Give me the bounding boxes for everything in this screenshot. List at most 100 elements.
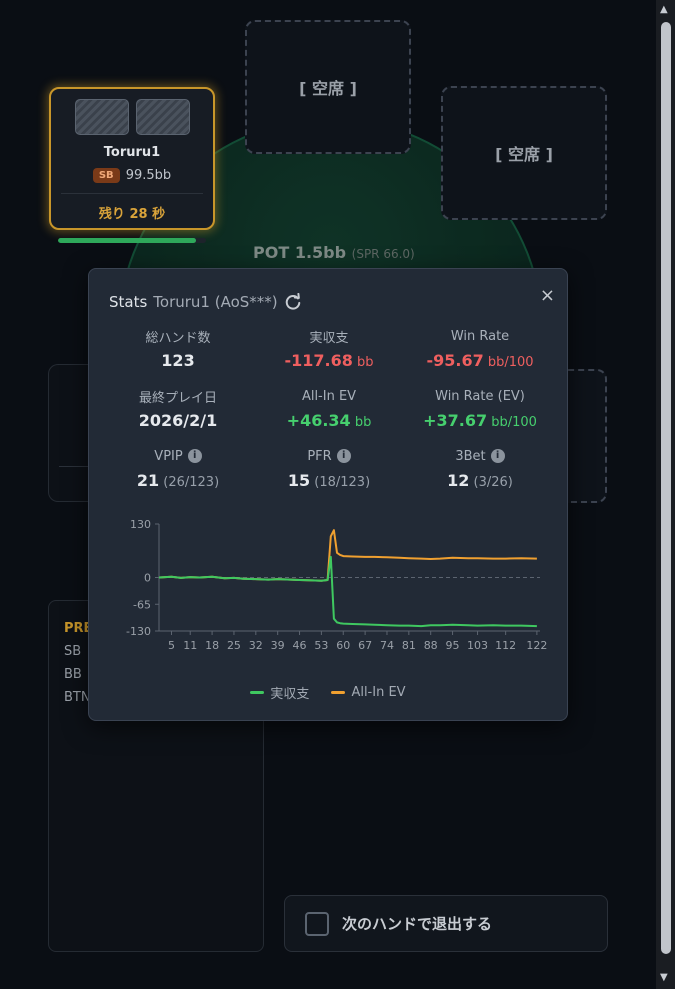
x-tick-label: 88: [424, 639, 438, 652]
stat-unit: bb: [350, 415, 372, 430]
x-tick-label: 11: [183, 639, 197, 652]
x-tick-label: 60: [336, 639, 350, 652]
scroll-down-icon[interactable]: ▼: [660, 972, 668, 983]
stat-label: 最終プレイ日: [103, 387, 253, 406]
stat-sub: (18/123): [310, 475, 371, 490]
position-badge: SB: [92, 168, 120, 183]
log-line: SB: [64, 644, 82, 659]
stat-cell: VPIP i 21 (26/123): [103, 447, 253, 491]
stat-value: 2026/2/1: [103, 411, 253, 430]
timer-bar: [58, 238, 206, 243]
legend-item[interactable]: 実収支: [250, 683, 309, 702]
stat-sub: (26/123): [159, 475, 220, 490]
player-name: Toruru1: [103, 145, 161, 160]
divider: [61, 193, 203, 194]
pot-amount: POT 1.5bb: [253, 243, 347, 262]
x-tick-label: 67: [358, 639, 372, 652]
x-tick-label: 18: [205, 639, 219, 652]
stat-cell: All-In EV +46.34 bb: [254, 387, 404, 431]
stat-value: 15 (18/123): [254, 471, 404, 490]
x-tick-label: 81: [402, 639, 416, 652]
x-tick-label: 95: [446, 639, 460, 652]
pot-display: POT 1.5bb (SPR 66.0): [253, 243, 415, 262]
stats-heading: Stats: [109, 293, 148, 311]
stat-number: 123: [161, 351, 195, 370]
x-tick-label: 112: [495, 639, 516, 652]
divider: [59, 466, 107, 467]
stat-cell: PFR i 15 (18/123): [254, 447, 404, 491]
stats-chart: 130 0 -65 -130 5 11 18 25 32 39 46 53 60 67 74 81 88 95 10…: [126, 518, 547, 652]
stat-label: VPIP i: [103, 447, 253, 465]
chart-legend: 実収支 All-In EV: [89, 683, 567, 702]
empty-seat-label: [ 空席 ]: [299, 79, 357, 98]
log-line: BB: [64, 667, 82, 682]
stat-label-text: 実収支: [309, 330, 349, 346]
x-tick-label: 5: [168, 639, 175, 652]
stat-value: -117.68 bb: [254, 351, 404, 370]
stat-number: 21: [136, 471, 160, 490]
timer-fill: [58, 238, 196, 243]
log-title: PRE: [64, 621, 93, 636]
stat-sub: (3/26): [469, 475, 513, 490]
x-tick-label: 39: [271, 639, 285, 652]
stat-number: 2026/2/1: [138, 411, 218, 430]
empty-seat[interactable]: [ 空席 ]: [441, 86, 607, 220]
leave-next-hand-option[interactable]: 次のハンドで退出する: [284, 895, 608, 952]
x-tick-label: 53: [314, 639, 328, 652]
stats-title: Stats Toruru1 (AoS***): [109, 293, 302, 311]
info-icon[interactable]: i: [336, 449, 351, 463]
stat-cell: 総ハンド数 123: [103, 327, 253, 371]
x-tick-label: 46: [293, 639, 307, 652]
stat-label-text: VPIP: [154, 448, 183, 464]
log-line: BTN: [64, 690, 91, 705]
stat-cell: 実収支 -117.68 bb: [254, 327, 404, 371]
series-line-allin-ev: [158, 529, 537, 582]
scroll-up-icon[interactable]: ▲: [660, 4, 668, 15]
x-tick-label: 122: [526, 639, 547, 652]
player-seat[interactable]: Toruru1 SB 99.5bb 残り 28 秒: [49, 87, 215, 230]
legend-item[interactable]: All-In EV: [331, 683, 406, 702]
stat-label: Win Rate (EV): [405, 387, 555, 405]
player-stack: 99.5bb: [125, 168, 172, 183]
stat-value: 123: [103, 351, 253, 370]
stat-number: +46.34: [286, 411, 351, 430]
stat-cell: Win Rate -95.67 bb/100: [405, 327, 555, 371]
stat-label-text: Win Rate: [450, 328, 510, 344]
hole-cards: [75, 99, 190, 135]
info-icon[interactable]: i: [490, 449, 505, 463]
close-button[interactable]: ×: [539, 285, 555, 306]
refresh-icon[interactable]: [284, 293, 302, 311]
card-back: [75, 99, 129, 135]
stat-label: 総ハンド数: [103, 327, 253, 346]
info-icon[interactable]: i: [187, 449, 202, 463]
leave-label: 次のハンドで退出する: [342, 915, 493, 933]
stat-value: 12 (3/26): [405, 471, 555, 490]
stat-number: -117.68: [284, 351, 353, 370]
stat-value: +46.34 bb: [254, 411, 404, 430]
scroll-thumb[interactable]: [661, 22, 671, 954]
stat-label-text: All-In EV: [301, 388, 357, 404]
x-tick-label: 25: [227, 639, 241, 652]
leave-checkbox[interactable]: [305, 911, 329, 936]
stat-value: 21 (26/123): [103, 471, 253, 490]
stats-player: Toruru1 (AoS***): [153, 293, 278, 311]
stat-unit: bb/100: [487, 415, 537, 430]
stat-label: Win Rate: [405, 327, 555, 345]
empty-seat[interactable]: [ 空席 ]: [245, 20, 411, 154]
stat-cell: 3Bet i 12 (3/26): [405, 447, 555, 491]
y-tick-label: 0: [144, 572, 151, 585]
stat-number: 15: [287, 471, 311, 490]
y-tick-label: -130: [126, 625, 151, 638]
time-remaining: 残り 28 秒: [98, 207, 166, 222]
spr-value: (SPR 66.0): [351, 247, 415, 261]
scrollbar[interactable]: ▲ ▼: [656, 0, 675, 989]
x-tick-label: 32: [249, 639, 263, 652]
stat-cell: 最終プレイ日 2026/2/1: [103, 387, 253, 431]
y-tick-label: 130: [130, 518, 151, 531]
series-line-actual: [158, 555, 537, 628]
stat-number: 12: [447, 471, 470, 490]
stat-label-text: Win Rate (EV): [435, 388, 525, 404]
stat-label-text: 最終プレイ日: [138, 390, 217, 406]
stat-value: +37.67 bb/100: [405, 411, 555, 430]
legend-swatch: [250, 691, 265, 694]
